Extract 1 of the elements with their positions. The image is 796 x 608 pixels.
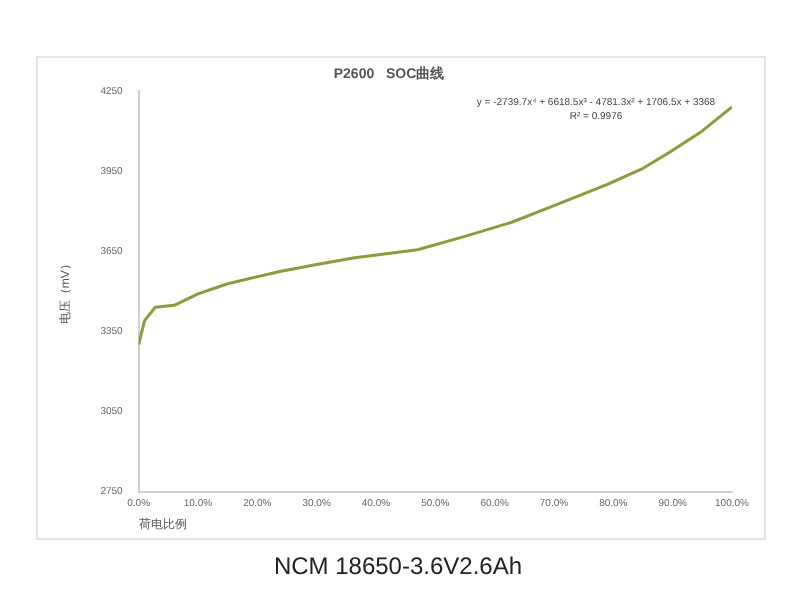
text: NCM 18650-3.6V2.6Ah	[271, 552, 525, 580]
